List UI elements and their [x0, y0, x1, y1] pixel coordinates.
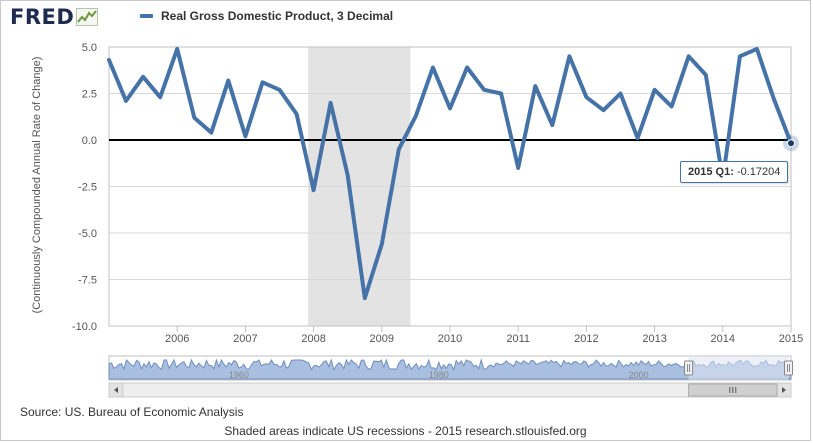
data-point[interactable] [652, 87, 658, 93]
data-point[interactable] [225, 77, 231, 83]
x-tick-label: 2014 [711, 333, 735, 345]
data-point[interactable] [498, 91, 504, 97]
legend-label: Real Gross Domestic Product, 3 Decimal [161, 9, 394, 23]
scroll-left-arrow-icon [114, 387, 118, 393]
data-point[interactable] [157, 94, 163, 100]
data-point[interactable] [635, 135, 641, 141]
data-point[interactable] [311, 187, 317, 193]
x-axis-ticks: 2006 2007 2008 2009 2010 2011 2012 2013 2014 2015 [165, 326, 803, 345]
fred-graph-icon [76, 8, 99, 26]
data-point[interactable] [191, 115, 197, 121]
x-tick-label: 2009 [370, 333, 394, 345]
navigator-right-handle[interactable] [784, 360, 794, 376]
footer-credits: Shaded areas indicate US recessions - 20… [224, 424, 587, 438]
data-point[interactable] [242, 133, 248, 139]
data-point[interactable] [328, 100, 334, 106]
data-point[interactable] [259, 79, 265, 85]
navigator-year-label: 1980 [429, 370, 449, 380]
series-group[interactable] [107, 46, 793, 301]
y-axis-label: (Continuously Compounded Annual Rate of … [31, 57, 43, 314]
y-tick-label: 0.0 [82, 135, 97, 147]
y-axis-ticks: 5.0 2.5 0.0 -2.5 -5.0 -7.5 -10.0 [72, 42, 97, 333]
navigator-year-label: 1960 [229, 370, 249, 380]
x-tick-label: 2007 [233, 333, 257, 345]
navigator[interactable]: 1960 1980 2000 [108, 355, 794, 381]
data-point[interactable] [737, 53, 743, 59]
fred-logo-text: FRED [10, 5, 75, 29]
x-tick-label: 2011 [506, 333, 530, 345]
y-tick-label: -2.5 [78, 182, 97, 194]
navigator-series [108, 358, 792, 380]
handle-body [784, 360, 794, 376]
data-point[interactable] [515, 165, 521, 171]
data-point[interactable] [583, 94, 589, 100]
data-point[interactable] [566, 53, 572, 59]
source-note: Source: US. Bureau of Economic Analysis [20, 405, 244, 419]
range-scrollbar[interactable] [108, 382, 792, 398]
data-point[interactable] [413, 113, 419, 119]
data-point[interactable] [549, 122, 555, 128]
data-point[interactable] [532, 83, 538, 89]
y-tick-label: -10.0 [72, 321, 97, 333]
data-point[interactable] [174, 46, 180, 52]
data-point[interactable] [686, 53, 692, 59]
y-tick-label: 2.5 [82, 89, 97, 101]
x-tick-label: 2012 [574, 333, 598, 345]
x-tick-label: 2010 [438, 333, 462, 345]
data-tooltip: 2015 Q1: -0.17204 [680, 161, 789, 183]
data-point[interactable] [600, 107, 606, 113]
tooltip-value: -0.17204 [736, 166, 781, 178]
y-tick-label: -7.5 [78, 275, 97, 287]
y-tick-label: -5.0 [78, 228, 97, 240]
data-point[interactable] [379, 241, 385, 247]
data-point[interactable] [396, 146, 402, 152]
data-point[interactable] [447, 105, 453, 111]
data-point[interactable] [277, 87, 283, 93]
data-point[interactable] [208, 130, 214, 136]
series-line[interactable] [107, 46, 793, 301]
data-point[interactable] [669, 104, 675, 110]
data-point[interactable] [362, 295, 368, 301]
x-tick-label: 2013 [642, 333, 666, 345]
data-point[interactable] [430, 64, 436, 70]
navigator-year-label: 2000 [629, 370, 649, 380]
data-point[interactable] [345, 172, 351, 178]
data-point[interactable] [464, 64, 470, 70]
data-point[interactable] [703, 72, 709, 78]
legend-swatch [140, 14, 153, 18]
navigator-left-handle[interactable] [684, 360, 694, 376]
chart-legend[interactable]: Real Gross Domestic Product, 3 Decimal [140, 8, 393, 24]
navigator-selection[interactable] [688, 356, 789, 380]
x-tick-label: 2008 [301, 333, 325, 345]
data-point[interactable] [140, 74, 146, 80]
fred-logo[interactable]: FRED [10, 4, 99, 30]
data-point[interactable] [294, 111, 300, 117]
data-point[interactable] [754, 46, 760, 52]
data-point[interactable] [618, 91, 624, 97]
y-tick-label: 5.0 [82, 42, 97, 54]
highlight-group [783, 135, 799, 152]
data-point[interactable] [771, 96, 777, 102]
highlight-marker [787, 139, 795, 148]
x-tick-label: 2015 [779, 333, 803, 345]
x-tick-label: 2006 [165, 333, 189, 345]
data-point[interactable] [106, 57, 112, 63]
data-point[interactable] [123, 98, 129, 104]
tooltip-label: 2015 Q1: [688, 166, 734, 178]
handle-body [684, 360, 694, 376]
data-point[interactable] [481, 87, 487, 93]
scroll-right-arrow-icon [782, 387, 786, 393]
